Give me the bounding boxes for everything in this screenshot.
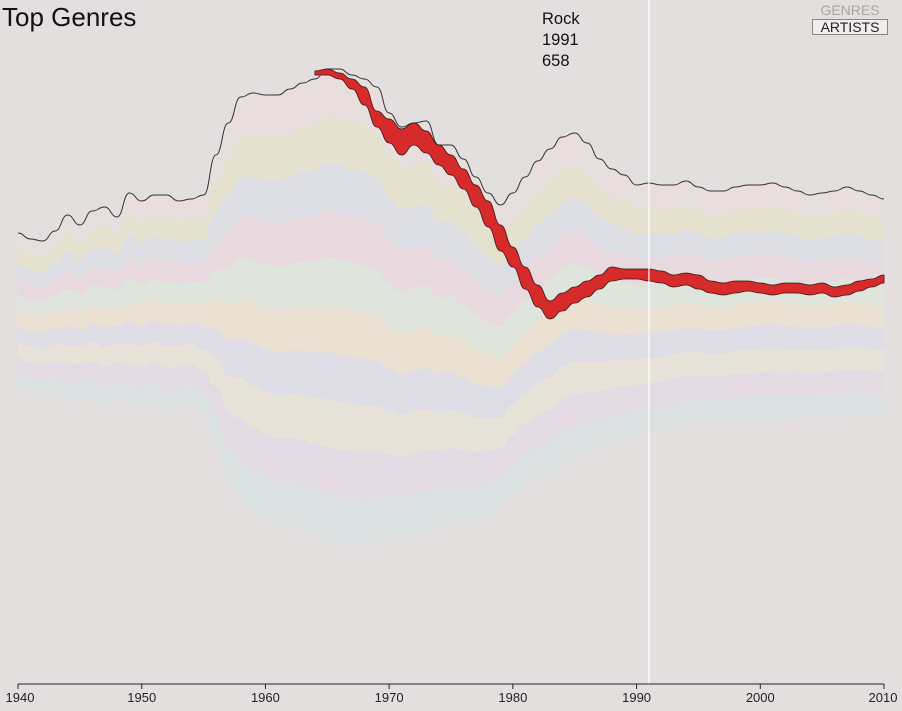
x-axis: 1940 1950 1960 1970 1980 1990 2000 2010 [6,683,898,705]
genre-layer[interactable] [18,210,884,327]
stream-layers [18,69,884,545]
x-tick-label: 2000 [746,690,775,705]
tooltip-year: 1991 [542,31,579,49]
x-tick-label: 1980 [498,690,527,705]
total-outline [17,68,885,242]
x-tick-label: 1960 [251,690,280,705]
genres-toggle-button[interactable]: GENRES [820,2,880,18]
genre-layer[interactable] [18,163,884,297]
genre-layer[interactable] [18,342,884,457]
genre-layer[interactable] [18,296,884,388]
tooltip-value: 658 [542,52,570,70]
hover-tooltip: Rock 1991 658 [542,9,580,72]
x-tick-label: 2010 [869,690,898,705]
tooltip-series-name: Rock [542,10,580,28]
genre-layer[interactable] [18,373,884,545]
series-rock[interactable] [314,68,885,320]
chart-title: Top Genres [2,2,137,32]
x-tick-label: 1940 [6,690,35,705]
x-tick-label: 1970 [375,690,404,705]
view-toggle: GENRES ARTISTS [812,2,902,36]
x-tick-label: 1990 [622,690,651,705]
genre-layer[interactable] [18,116,884,272]
genre-layer[interactable] [18,357,884,499]
x-tick-label: 1950 [127,690,156,705]
artists-toggle-button[interactable]: ARTISTS [812,19,888,35]
genre-layer[interactable] [18,321,884,419]
